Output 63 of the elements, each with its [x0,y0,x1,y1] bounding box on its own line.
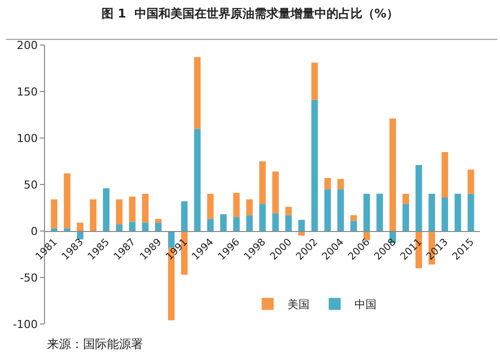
bar [337,178,344,190]
bar [129,222,136,231]
y-tick-label: -100 [12,318,38,331]
bar [272,171,279,214]
legend-label: 美国 [288,298,310,312]
bar [298,220,305,231]
bar [207,194,214,219]
chart-title: 图 1 中国和美国在世界原油需求量增量中的占比（%） [102,6,398,20]
bar [285,206,292,216]
bar [285,215,292,231]
bar [116,199,122,224]
y-tick-label: 150 [16,85,38,98]
bar [272,213,279,231]
bar [76,222,84,231]
y-tick-label: 200 [16,38,38,52]
bar [90,199,96,231]
bar [246,199,253,216]
bar [142,222,149,231]
bar [363,194,370,231]
bar [376,194,383,231]
legend-label: 中国 [354,298,377,312]
bar [402,204,410,231]
bar [194,57,201,129]
bar [454,194,462,231]
y-tick-label: -50 [20,271,38,284]
bar [416,164,422,231]
bar [50,228,58,231]
y-tick-label: 0 [30,224,38,238]
bar [311,100,318,231]
bar [389,118,396,231]
bar [350,220,357,231]
bar [324,189,331,231]
bar [142,194,149,223]
bar [233,217,240,231]
bar [442,198,448,231]
bar [194,128,201,231]
bar [468,170,474,194]
bar [50,199,58,228]
bar [402,194,410,204]
bar [259,161,266,204]
bar [428,194,436,231]
bar [468,194,474,231]
bar [129,196,136,222]
bar [116,224,122,231]
bar [155,222,162,231]
y-tick-label: 50 [24,178,38,192]
bar [155,218,162,223]
bar [259,204,266,231]
source-note: 来源：国际能源署 [47,337,143,351]
bar [207,218,214,231]
bar [233,192,240,218]
bar [337,189,344,231]
bar [442,152,448,198]
bar [181,201,188,231]
y-tick-label: 100 [16,132,38,145]
bar [64,173,70,228]
bar [220,214,227,231]
bar [311,62,318,100]
bar [246,215,253,231]
bar [64,228,70,231]
bar [102,188,110,231]
bar [350,215,357,221]
bar [324,178,331,190]
